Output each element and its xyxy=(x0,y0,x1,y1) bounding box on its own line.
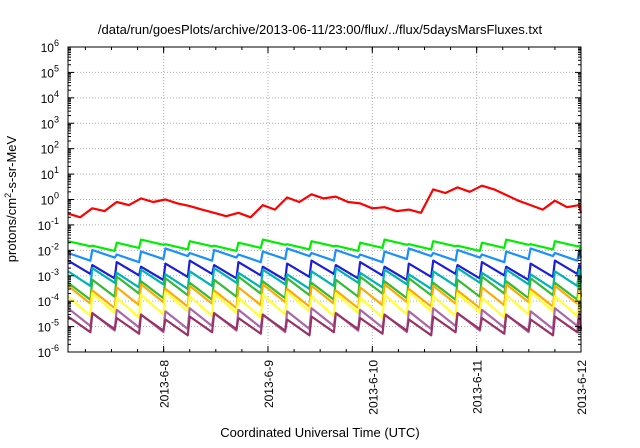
y-tick-label: 102 xyxy=(41,140,59,157)
y-tick-label: 100 xyxy=(41,191,59,208)
x-tick-label: 2013-6-8 xyxy=(158,360,172,408)
y-tick-label: 101 xyxy=(41,165,59,182)
y-tick-label: 10-2 xyxy=(38,241,59,258)
y-tick-label: 10-6 xyxy=(38,343,59,360)
series-line-3 xyxy=(67,247,583,264)
y-tick-label: 10-1 xyxy=(38,216,59,233)
x-tick-label: 2013-6-12 xyxy=(575,360,589,415)
series-line-1 xyxy=(67,184,583,219)
x-axis-label: Coordinated Universal Time (UTC) xyxy=(220,425,419,440)
y-axis: 10-6 10-5 10-4 10-3 10-2 10-1 100 101 102 103 104 1… xyxy=(38,38,581,360)
x-axis: 2013-6-8 2013-6-9 2013-6-10 2013-6-11 2013-6… xyxy=(84,47,589,415)
series-line-10 xyxy=(67,312,583,337)
y-tick-label: 10-4 xyxy=(38,292,59,309)
y-tick-label: 104 xyxy=(41,89,59,106)
series-layer xyxy=(67,184,583,337)
x-tick-label: 2013-6-9 xyxy=(262,360,276,408)
series-line-4 xyxy=(67,259,583,282)
chart-title: /data/run/goesPlots/archive/2013-06-11/2… xyxy=(98,22,543,37)
y-tick-label: 105 xyxy=(41,63,59,80)
y-tick-label: 10-5 xyxy=(38,318,59,335)
series-line-2 xyxy=(67,238,583,252)
x-tick-label: 2013-6-11 xyxy=(471,360,485,414)
series-line-5 xyxy=(67,267,583,290)
x-tick-label: 2013-6-10 xyxy=(366,360,380,415)
y-tick-label: 103 xyxy=(41,114,59,131)
y-axis-label: protons/cm2-s-sr-MeV xyxy=(3,135,19,262)
y-tick-label: 106 xyxy=(41,38,59,55)
y-tick-label: 10-3 xyxy=(38,267,59,284)
series-line-8 xyxy=(67,290,583,319)
